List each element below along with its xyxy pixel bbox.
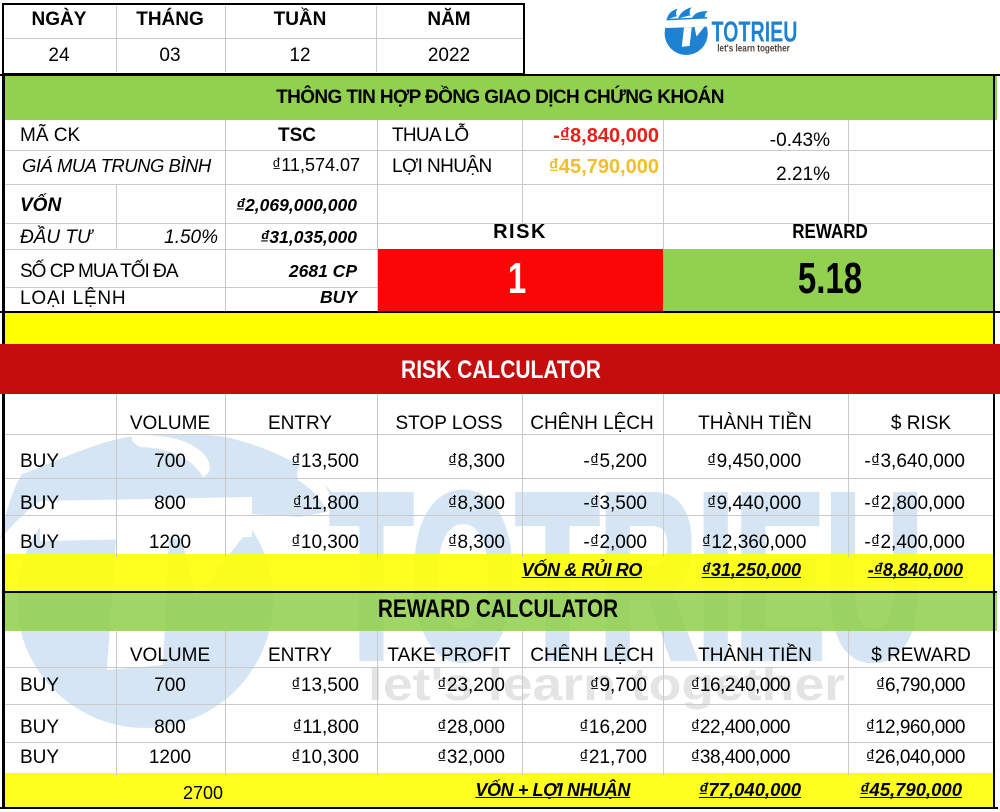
svg-text:TOTRIEU: TOTRIEU: [712, 17, 798, 49]
svg-text:let's learn together: let's learn together: [717, 43, 790, 55]
